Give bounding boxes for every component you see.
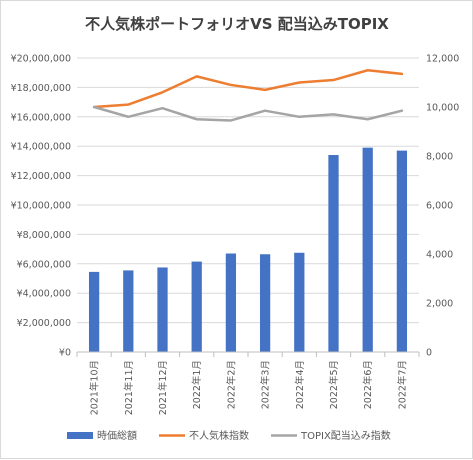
- series-line: [92, 105, 404, 122]
- y-left-tick-label: ¥6,000,000: [17, 259, 71, 270]
- chart-title: 不人気株ポートフォリオVS 配当込みTOPIX: [85, 15, 389, 33]
- axes: ¥0 ¥2,000,000 ¥4,000,000 ¥6,000,000 ¥8,000,0…: [11, 54, 460, 416]
- y-right-tick-label: 12,000: [426, 54, 459, 65]
- bar: [157, 267, 168, 352]
- legend-swatch: [67, 432, 93, 439]
- y-left-tick-label: ¥14,000,000: [11, 142, 71, 153]
- legend-label: TOPIX配当込み指数: [300, 429, 391, 442]
- y-left-tick-label: ¥8,000,000: [17, 230, 71, 241]
- legend: 時価総額 不人気株指数 TOPIX配当込み指数: [67, 429, 391, 442]
- bar: [396, 150, 408, 352]
- legend-item: 不人気株指数: [159, 429, 249, 442]
- y-right-tick-label: 8,000: [426, 152, 453, 163]
- x-tick-label: 2022年4月: [294, 360, 306, 409]
- bar: [259, 254, 271, 352]
- x-tick-label: 2021年12月: [157, 360, 169, 415]
- x-tick-label: 2021年10月: [89, 360, 101, 415]
- y-left-tick-label: ¥18,000,000: [11, 83, 71, 94]
- y-left-tick-label: ¥16,000,000: [11, 112, 71, 123]
- bar: [328, 155, 339, 352]
- bar: [294, 252, 305, 352]
- x-tick-label: 2022年5月: [328, 360, 340, 409]
- y-left-tick-label: ¥10,000,000: [11, 201, 71, 212]
- legend-item: TOPIX配当込み指数: [271, 429, 391, 442]
- y-right-tick-label: 6,000: [426, 201, 453, 212]
- legend-label: 不人気株指数: [189, 429, 249, 442]
- x-tick-label: 2022年6月: [362, 360, 374, 409]
- y-right-tick-label: 4,000: [426, 250, 453, 261]
- bar: [191, 261, 202, 352]
- y-right-tick-label: 2,000: [426, 299, 453, 310]
- y-right-tick-label: 10,000: [426, 103, 459, 114]
- bar-series: [88, 147, 408, 352]
- bar: [362, 147, 373, 352]
- series-line: [92, 69, 404, 109]
- x-tick-label: 2022年3月: [260, 360, 272, 409]
- y-left-tick-label: ¥12,000,000: [11, 171, 71, 182]
- y-left-tick-label: ¥2,000,000: [17, 318, 71, 329]
- legend-item: 時価総額: [67, 429, 137, 442]
- x-tick-label: 2022年7月: [396, 360, 408, 409]
- y-right-tick-label: 0: [426, 348, 432, 359]
- bar: [225, 253, 237, 352]
- bar: [88, 271, 100, 352]
- x-tick-label: 2022年2月: [225, 360, 237, 409]
- y-left-tick-label: ¥0: [59, 348, 71, 359]
- x-tick-label: 2021年11月: [123, 360, 135, 415]
- x-tick-label: 2022年1月: [191, 360, 203, 409]
- legend-label: 時価総額: [97, 429, 137, 442]
- y-left-tick-label: ¥4,000,000: [17, 289, 71, 300]
- line-series: [92, 69, 404, 122]
- bar: [123, 270, 134, 352]
- y-left-tick-label: ¥20,000,000: [11, 54, 71, 65]
